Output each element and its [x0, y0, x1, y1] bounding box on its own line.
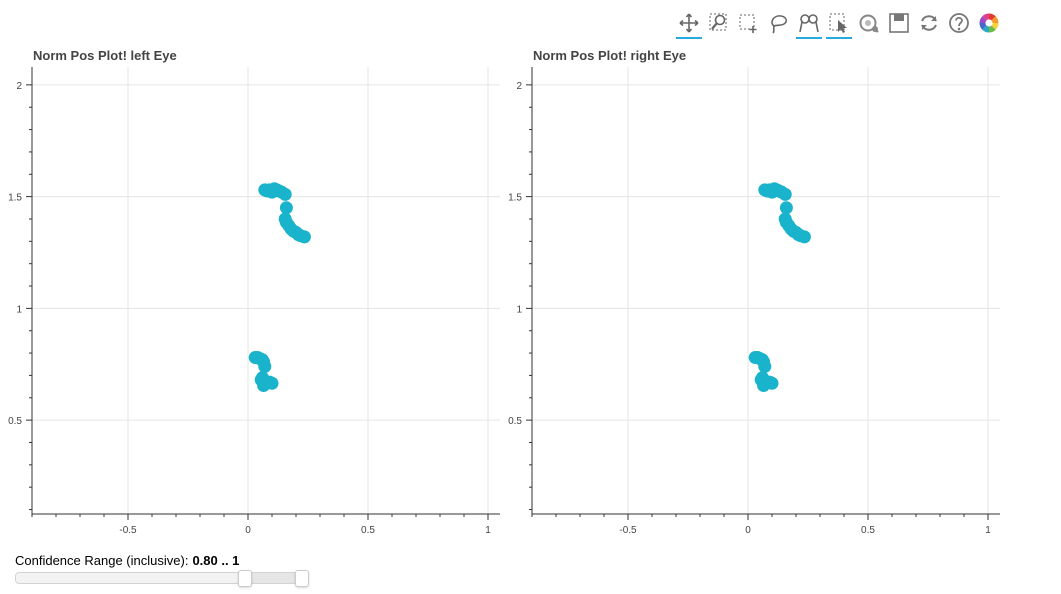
y-tick-label: 1.5 [508, 193, 522, 204]
lasso-select-icon [771, 15, 788, 34]
save-icon [889, 13, 909, 33]
x-tick-label: 0.5 [861, 525, 875, 536]
y-tick-label: 0.5 [508, 416, 522, 427]
plot-title: Norm Pos Plot! right Eye [533, 48, 687, 63]
slider-title: Confidence Range (inclusive): 0.80 .. 1 [15, 553, 315, 568]
box-zoom-tool[interactable] [704, 8, 734, 38]
box-zoom-icon [709, 13, 727, 31]
scatter-point [757, 378, 771, 392]
slider-track[interactable] [15, 570, 309, 587]
box-select-icon [739, 14, 757, 33]
scatter-point [278, 187, 292, 201]
right-eye-plot[interactable]: Norm Pos Plot! right Eye -0.5 0 0.5 1 0.5 1 1.… [500, 44, 1000, 544]
left-eye-plot-canvas[interactable]: -0.5 0 0.5 1 0.5 1 1.5 2 [0, 44, 500, 544]
help-icon [949, 13, 969, 33]
wheel-zoom-tool[interactable] [794, 8, 824, 39]
y-tick-label: 1 [516, 304, 522, 315]
scatter-point [779, 201, 793, 215]
pan-icon [679, 13, 699, 33]
x-tick-label: 0 [245, 525, 251, 536]
x-tick-label: 0.5 [361, 525, 375, 536]
scatter-point [758, 359, 772, 373]
x-tick-label: 1 [985, 525, 991, 536]
scatter-point [257, 378, 271, 392]
x-tick-label: 0 [745, 525, 751, 536]
x-tick-label: 1 [485, 525, 491, 536]
help-tool[interactable] [944, 8, 974, 38]
y-tick-label: 1 [16, 304, 22, 315]
scatter-point [797, 230, 811, 244]
pan-tool[interactable] [674, 8, 704, 39]
plot-title: Norm Pos Plot! left Eye [33, 48, 177, 63]
right-eye-plot-canvas[interactable]: -0.5 0 0.5 1 0.5 1 1.5 2 [500, 44, 1000, 544]
plot-toolbar [674, 8, 1004, 40]
slider-label: Confidence Range (inclusive): [15, 553, 189, 568]
bokeh-logo-icon [979, 13, 999, 33]
y-tick-label: 2 [516, 81, 522, 92]
save-tool[interactable] [884, 8, 914, 38]
slider-value: 0.80 .. 1 [192, 553, 240, 568]
wheel-zoom-icon [799, 14, 819, 33]
tap-tool[interactable] [824, 8, 854, 39]
reset-tool[interactable] [914, 8, 944, 38]
slider-selected-range [244, 573, 301, 583]
scatter-point [258, 359, 272, 373]
slider-handle-low[interactable] [238, 570, 252, 587]
zoom-out-tool[interactable] [854, 8, 884, 38]
y-tick-label: 1.5 [8, 193, 22, 204]
lasso-select-tool[interactable] [764, 8, 794, 38]
scatter-point [778, 187, 792, 201]
confidence-range-slider: Confidence Range (inclusive): 0.80 .. 1 [15, 553, 315, 587]
zoom-out-icon [859, 14, 879, 33]
tap-icon [829, 13, 847, 33]
scatter-point [279, 201, 293, 215]
x-tick-label: -0.5 [119, 525, 137, 536]
reset-icon [921, 15, 937, 31]
left-eye-plot[interactable]: Norm Pos Plot! left Eye -0.5 0 0.5 1 0.5 1 1.5… [0, 44, 500, 544]
scatter-point [297, 230, 311, 244]
bokeh-logo[interactable] [974, 8, 1004, 38]
y-tick-label: 0.5 [8, 416, 22, 427]
slider-handle-high[interactable] [295, 570, 309, 587]
x-tick-label: -0.5 [619, 525, 637, 536]
y-tick-label: 2 [16, 81, 22, 92]
box-select-tool[interactable] [734, 8, 764, 38]
